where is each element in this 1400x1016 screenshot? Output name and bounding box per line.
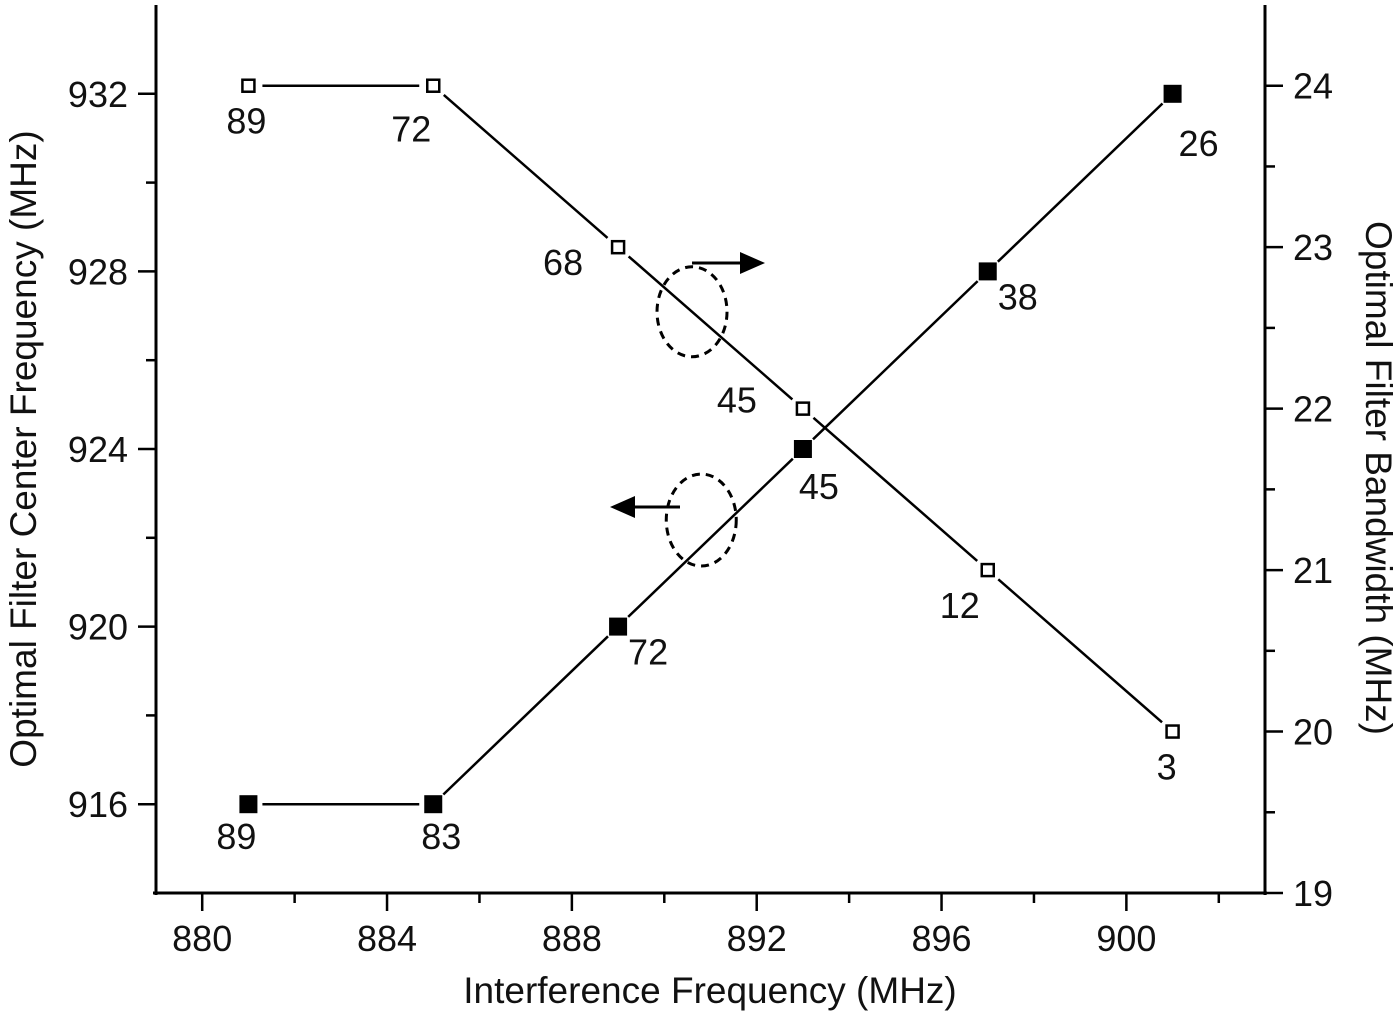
x-tick-label: 892	[727, 918, 787, 959]
data-label: 12	[940, 585, 980, 626]
y-axis-left-title: Optimal Filter Center Frequency (MHz)	[3, 130, 44, 767]
data-point-filled	[978, 262, 997, 281]
dashed-ellipse-right-series	[655, 265, 729, 359]
data-point-open	[610, 239, 626, 255]
y-left-tick-label: 924	[68, 429, 128, 470]
data-label: 45	[799, 466, 839, 507]
data-point-filled	[1163, 84, 1182, 103]
x-tick-label: 884	[357, 918, 417, 959]
y-right-tick-label: 23	[1293, 227, 1333, 268]
series-1-segment	[996, 102, 1164, 263]
data-point-filled	[239, 795, 258, 814]
series-2-segment	[442, 93, 609, 239]
series-1-segment	[442, 635, 609, 796]
y-left-tick-label: 932	[68, 74, 128, 115]
data-label: 45	[717, 380, 757, 421]
data-point-filled	[609, 617, 628, 636]
x-tick-label: 880	[172, 918, 232, 959]
data-label: 83	[421, 816, 461, 857]
series-1-segment	[627, 457, 794, 618]
data-label: 38	[998, 276, 1038, 317]
axes: 880 884 888 892 896 900 916 920 924 928 932 19 20 21 2…	[68, 5, 1333, 959]
x-tick-label: 900	[1096, 918, 1156, 959]
arrow-right-icon	[740, 252, 765, 274]
data-point-open	[795, 401, 811, 416]
dashed-ellipse-left-series	[664, 472, 738, 568]
data-point-filled	[424, 795, 443, 814]
y-left-tick-label: 920	[68, 607, 128, 648]
data-label: 72	[391, 109, 431, 150]
y-right-tick-label: 21	[1293, 550, 1333, 591]
series-2-segment	[812, 416, 979, 562]
series-1-segment	[812, 280, 979, 441]
x-tick-label: 888	[542, 918, 602, 959]
data-label: 68	[543, 242, 583, 283]
y-right-tick-label: 22	[1293, 389, 1333, 430]
arrow-left-icon	[610, 496, 635, 518]
x-axis-title: Interference Frequency (MHz)	[463, 970, 957, 1011]
x-tick-label: 896	[912, 918, 972, 959]
data-point-open	[980, 562, 995, 578]
y-right-tick-label: 20	[1293, 712, 1333, 753]
data-label: 26	[1179, 123, 1219, 164]
y-left-tick-label: 928	[68, 251, 128, 292]
series-2-segment	[627, 255, 794, 401]
data-label: 72	[628, 632, 668, 673]
marks: 89 83 72 45 38 26 89 72 68 45 12 3	[216, 78, 1219, 857]
y-left-tick-label: 916	[68, 784, 128, 825]
data-point-open	[1165, 724, 1180, 739]
data-label: 89	[226, 101, 266, 142]
annotations	[610, 252, 765, 568]
data-point-open	[426, 78, 441, 93]
y-right-tick-label: 24	[1293, 66, 1333, 107]
data-point-open	[241, 78, 256, 93]
data-label: 3	[1157, 747, 1177, 788]
data-label: 89	[216, 816, 256, 857]
data-point-filled	[793, 440, 812, 458]
y-axis-right-title: Optimal Filter Bandwidth (MHz)	[1358, 221, 1399, 735]
series-2-segment	[997, 578, 1163, 724]
y-right-tick-label: 19	[1293, 873, 1333, 914]
